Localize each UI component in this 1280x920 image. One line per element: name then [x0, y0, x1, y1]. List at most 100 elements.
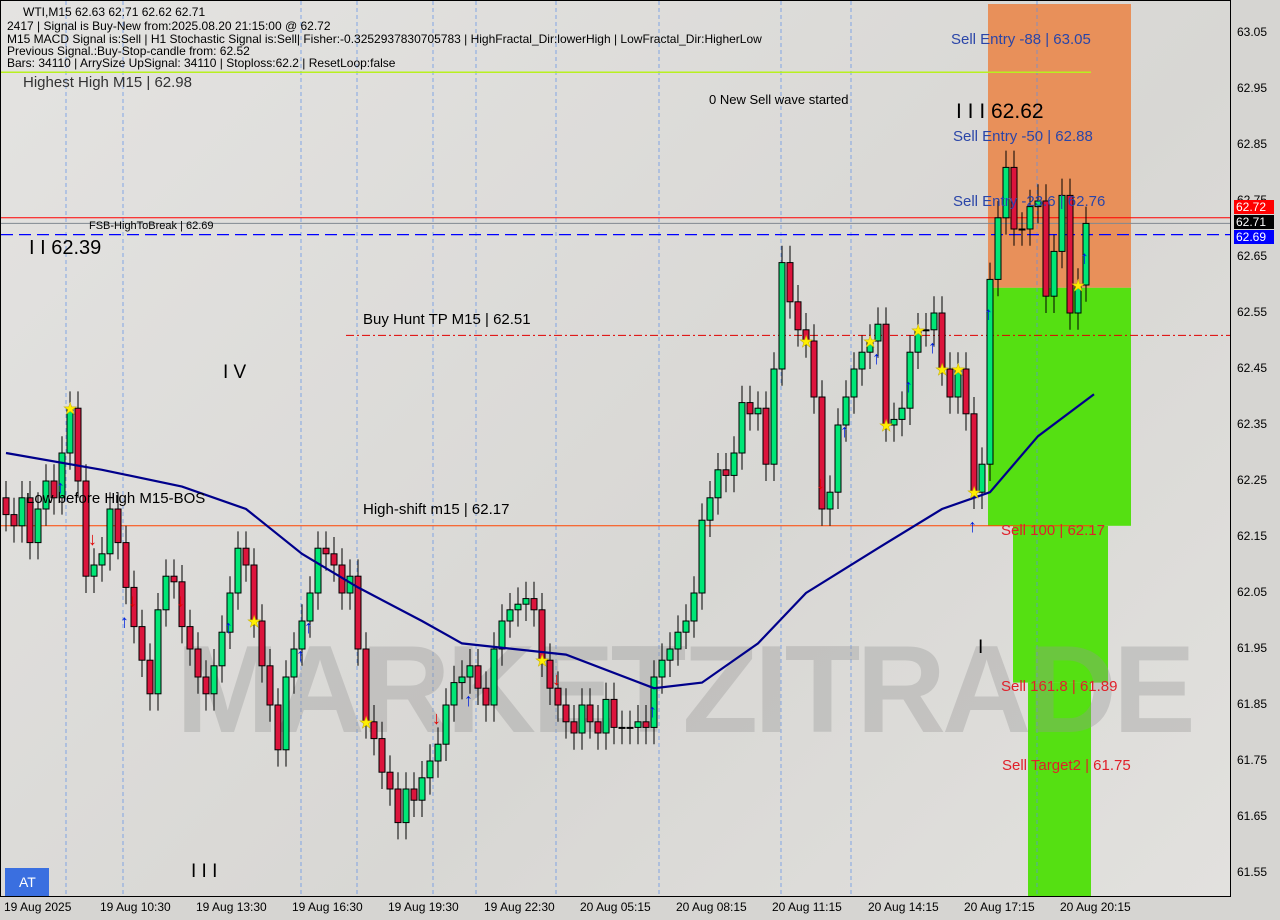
buy-arrow-icon: ↑ — [904, 376, 913, 396]
bear-candle — [330, 553, 338, 566]
bull-candle — [906, 351, 914, 409]
time-tick: 20 Aug 11:15 — [772, 900, 842, 914]
bull-candle — [626, 726, 634, 729]
bear-candle — [202, 676, 210, 695]
price-tick: 63.05 — [1237, 25, 1268, 39]
bull-candle — [1082, 222, 1090, 286]
bull-candle — [498, 620, 506, 650]
bull-candle — [1026, 206, 1034, 230]
bull-candle — [994, 217, 1002, 280]
bull-candle — [850, 368, 858, 398]
bear-candle — [10, 514, 18, 527]
auto-trading-button[interactable]: AT — [5, 868, 49, 896]
buy-arrow-icon: ↑ — [224, 617, 233, 637]
bull-candle — [834, 424, 842, 493]
price-tick: 61.95 — [1237, 641, 1268, 655]
time-tick: 20 Aug 20:15 — [1060, 900, 1131, 914]
bull-candle — [218, 631, 226, 667]
bull-candle — [106, 508, 114, 555]
bull-candle — [34, 508, 42, 544]
bear-candle — [274, 704, 282, 751]
price-tick: 62.85 — [1237, 137, 1268, 151]
sell-arrow-icon: ↓ — [128, 591, 137, 611]
price-tick: 62.15 — [1237, 529, 1268, 543]
bull-candle — [666, 648, 674, 661]
sell-arrow-icon: ↓ — [552, 669, 561, 689]
price-tick: 61.65 — [1237, 809, 1268, 823]
price-axis[interactable]: 63.0562.9562.8562.7562.6562.5562.4562.35… — [1231, 0, 1280, 897]
line-price-tag: 62.69 — [1234, 230, 1274, 244]
bull-candle — [426, 760, 434, 779]
bear-candle — [882, 323, 890, 426]
buy-arrow-icon: ↑ — [120, 611, 129, 631]
bull-candle — [866, 340, 874, 353]
wave3-top-label: I I I 62.62 — [956, 100, 1044, 123]
sell-arrow-icon: ↓ — [432, 708, 441, 728]
bull-candle — [682, 620, 690, 633]
bear-candle — [122, 542, 130, 588]
chart-plot-area[interactable]: MARKETZITRADE ★ ↑ ↓ ↓ ↑ ↓ ↑ ★ ↑ ↑ ★ ↓ ↑ ★ ↓ ↑ ★ ↓ ↑ ★ ↑ ★ ↑ ★ ↑ ★… — [0, 0, 1231, 897]
star-marker-icon: ★ — [951, 362, 965, 379]
time-axis[interactable]: 19 Aug 2025 19 Aug 10:30 19 Aug 13:30 19 Au… — [0, 897, 1280, 920]
bear-candle — [2, 497, 10, 516]
bear-candle — [538, 609, 546, 661]
bull-candle — [826, 491, 834, 510]
target-zone-1 — [988, 287, 1131, 526]
bear-candle — [114, 508, 122, 544]
bear-candle — [266, 665, 274, 706]
bear-candle — [138, 626, 146, 661]
sell-entry-88-label: Sell Entry -88 | 63.05 — [951, 31, 1091, 48]
bars-line: Bars: 34110 | ArrySize UpSignal: 34110 |… — [7, 56, 396, 70]
bear-candle — [762, 407, 770, 465]
bull-candle — [490, 648, 498, 706]
bull-candle — [434, 743, 442, 762]
bear-candle — [746, 402, 754, 415]
bull-candle — [618, 726, 626, 729]
wave1-label: I — [978, 637, 984, 658]
bear-candle — [370, 721, 378, 740]
symbol-line: WTI,M15 62.63 62.71 62.62 62.71 — [23, 5, 206, 19]
buy-arrow-icon: ↑ — [968, 516, 977, 536]
time-tick: 19 Aug 16:30 — [292, 900, 363, 914]
bull-candle — [466, 665, 474, 678]
highest-high-label: Highest High M15 | 62.98 — [23, 74, 192, 91]
bear-candle — [722, 469, 730, 476]
bull-candle — [458, 676, 466, 684]
wave3-bottom-label: I I I — [191, 861, 218, 882]
buy-arrow-icon: ↑ — [872, 348, 881, 368]
bear-candle — [362, 648, 370, 723]
bull-candle — [162, 575, 170, 611]
bull-candle — [730, 452, 738, 476]
sell-entry-50-label: Sell Entry -50 | 62.88 — [953, 128, 1093, 145]
bull-candle — [578, 704, 586, 734]
bear-candle — [258, 620, 266, 667]
previous-signal-line: Previous Signal.:Buy-Stop-candle from: 6… — [7, 44, 250, 58]
sell-target2-label: Sell Target2 | 61.75 — [1002, 757, 1131, 774]
bear-candle — [482, 687, 490, 706]
bear-candle — [194, 648, 202, 678]
star-marker-icon: ★ — [63, 401, 77, 418]
time-tick: 20 Aug 17:15 — [964, 900, 1035, 914]
bull-candle — [842, 396, 850, 426]
bull-candle — [986, 278, 994, 465]
time-tick: 19 Aug 22:30 — [484, 900, 555, 914]
price-tick: 61.75 — [1237, 753, 1268, 767]
bull-candle — [154, 609, 162, 695]
bull-candle — [658, 659, 666, 678]
bear-candle — [1010, 166, 1018, 230]
bull-candle — [306, 592, 314, 622]
bull-candle — [930, 312, 938, 331]
bear-candle — [50, 480, 58, 499]
bear-candle — [530, 598, 538, 611]
price-tick: 62.25 — [1237, 473, 1268, 487]
time-tick: 20 Aug 05:15 — [580, 900, 651, 914]
bear-candle — [394, 788, 402, 824]
time-tick: 19 Aug 13:30 — [196, 900, 267, 914]
bear-candle — [410, 788, 418, 801]
bear-candle — [1042, 200, 1050, 297]
bull-candle — [42, 480, 50, 510]
bull-candle — [290, 648, 298, 678]
high-shift-label: High-shift m15 | 62.17 — [363, 501, 510, 518]
bull-candle — [1002, 166, 1010, 219]
bear-candle — [130, 586, 138, 628]
